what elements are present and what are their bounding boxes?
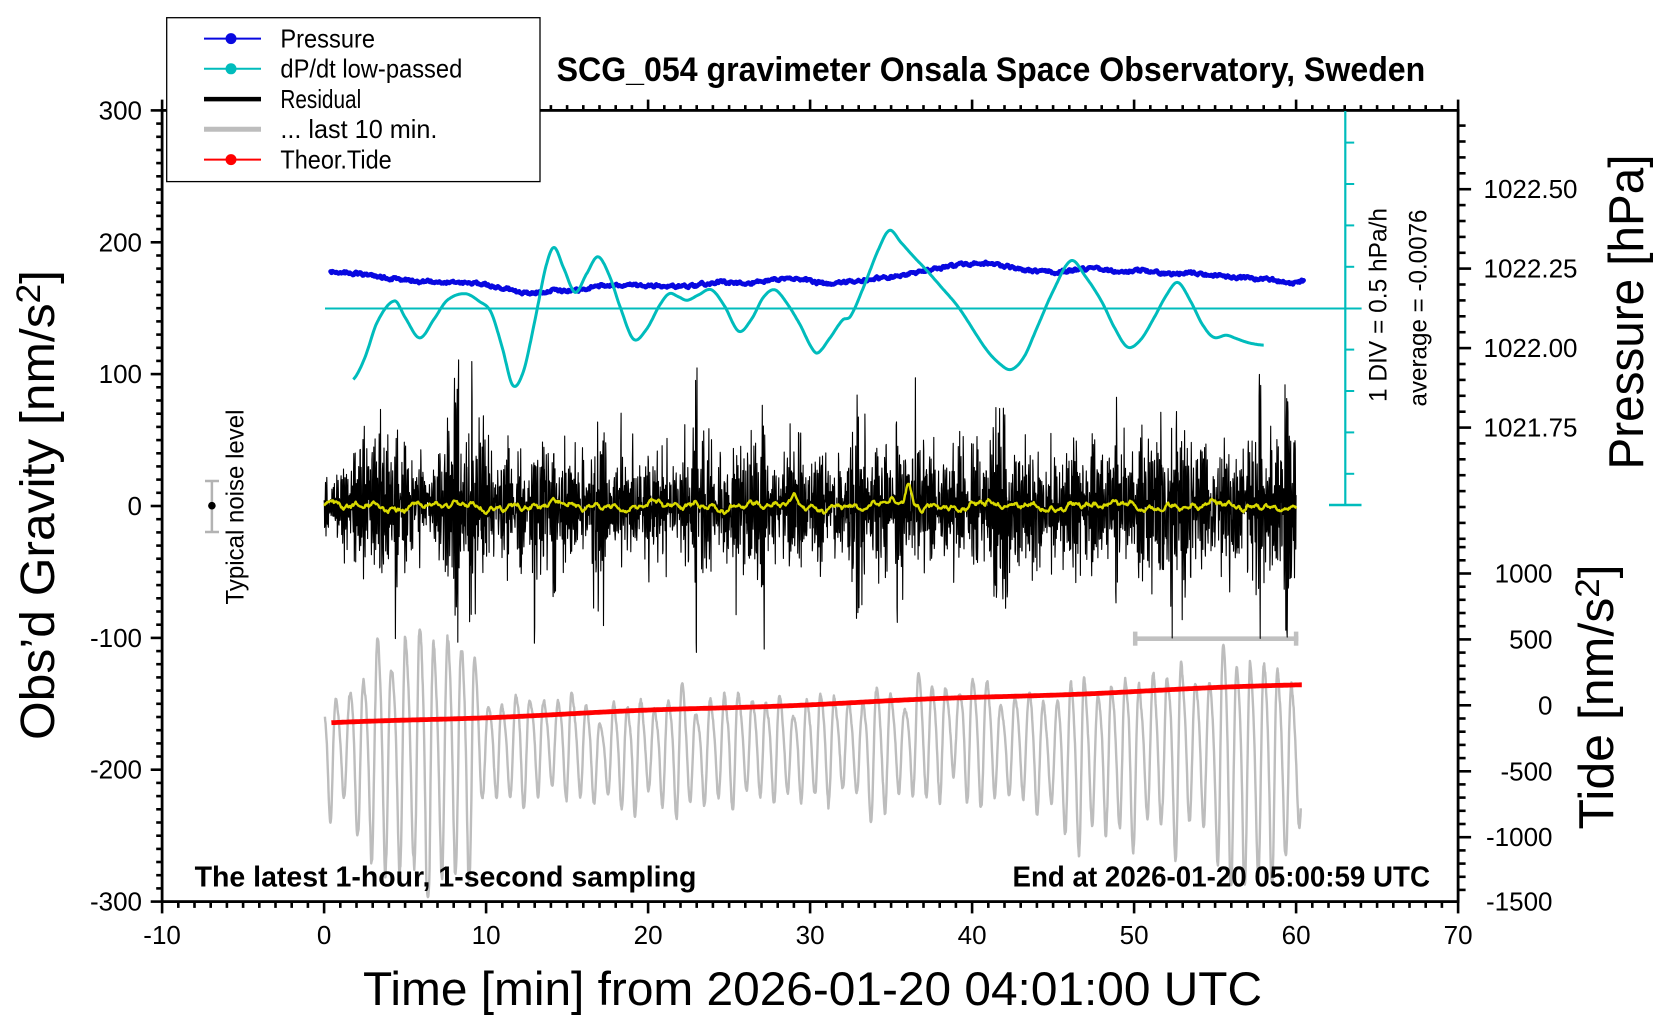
svg-text:40: 40 — [958, 920, 987, 950]
svg-text:1000: 1000 — [1495, 559, 1553, 589]
svg-text:10: 10 — [472, 920, 501, 950]
svg-text:500: 500 — [1509, 624, 1552, 654]
svg-text:Tide [nm/s2]: Tide [nm/s2] — [1569, 565, 1624, 830]
svg-text:SCG_054 gravimeter Onsala Spac: SCG_054 gravimeter Onsala Space Observat… — [557, 51, 1426, 89]
svg-text:200: 200 — [99, 227, 142, 257]
svg-text:50: 50 — [1120, 920, 1149, 950]
svg-text:Pressure: Pressure — [280, 24, 375, 54]
svg-text:-200: -200 — [90, 755, 142, 785]
svg-text:20: 20 — [634, 920, 663, 950]
svg-text:0: 0 — [317, 920, 331, 950]
svg-text:-10: -10 — [143, 920, 181, 950]
svg-text:Time [min] from 2026-01-20 04:: Time [min] from 2026-01-20 04:01:00 UTC — [363, 962, 1262, 1015]
svg-text:Typical noise level: Typical noise level — [222, 410, 250, 605]
svg-text:-300: -300 — [90, 887, 142, 917]
svg-text:1 DIV = 0.5 hPa/h: 1 DIV = 0.5 hPa/h — [1365, 208, 1393, 402]
svg-text:1021.75: 1021.75 — [1484, 413, 1578, 443]
svg-text:70: 70 — [1444, 920, 1473, 950]
svg-text:1022.50: 1022.50 — [1484, 174, 1578, 204]
svg-text:100: 100 — [99, 359, 142, 389]
svg-text:-1500: -1500 — [1486, 887, 1553, 917]
svg-text:1022.25: 1022.25 — [1484, 254, 1578, 284]
svg-text:End at 2026-01-20 05:00:59 UTC: End at 2026-01-20 05:00:59 UTC — [1013, 862, 1431, 894]
svg-text:-500: -500 — [1500, 756, 1552, 786]
svg-text:0: 0 — [128, 491, 142, 521]
svg-text:Residual: Residual — [280, 84, 361, 114]
svg-text:30: 30 — [796, 920, 825, 950]
svg-text:The latest 1-hour, 1-second sa: The latest 1-hour, 1-second sampling — [195, 862, 697, 894]
svg-text:dP/dt low-passed: dP/dt low-passed — [280, 54, 462, 84]
svg-text:-100: -100 — [90, 623, 142, 653]
svg-text:average = -0.0076: average = -0.0076 — [1405, 210, 1433, 407]
svg-text:Obs’d Gravity [nm/s2]: Obs’d Gravity [nm/s2] — [10, 270, 65, 740]
svg-text:60: 60 — [1282, 920, 1311, 950]
svg-text:0: 0 — [1538, 690, 1552, 720]
svg-text:300: 300 — [99, 95, 142, 125]
svg-text:Theor.Tide: Theor.Tide — [280, 145, 391, 175]
svg-text:... last 10 min.: ... last 10 min. — [280, 114, 437, 144]
svg-text:-1000: -1000 — [1486, 822, 1553, 852]
svg-text:1022.00: 1022.00 — [1484, 333, 1578, 363]
svg-text:Pressure [hPa]: Pressure [hPa] — [1600, 155, 1654, 470]
